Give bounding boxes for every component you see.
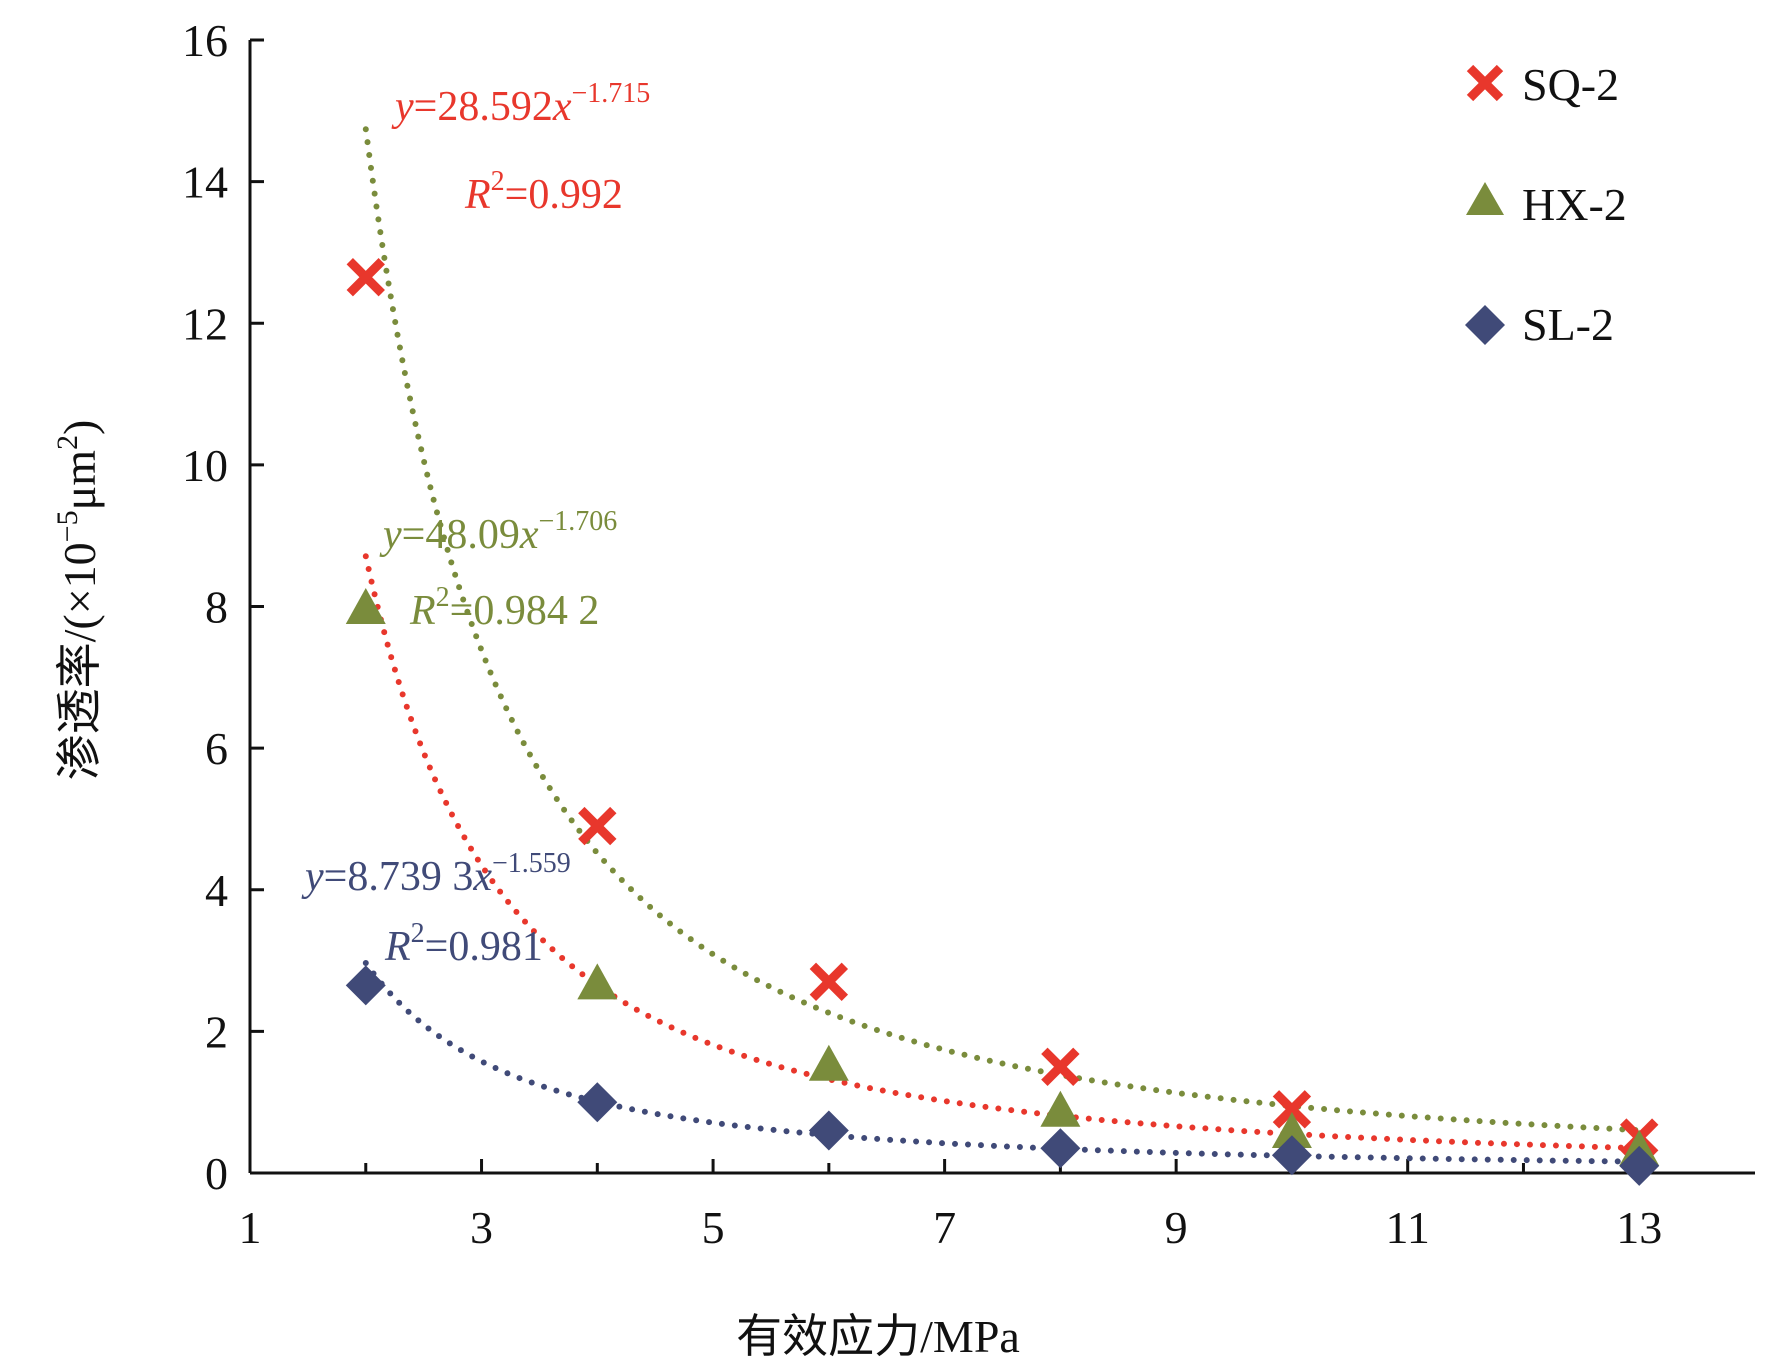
- y-tick-label: 8: [205, 582, 228, 633]
- svg-text:R2=0.984 2: R2=0.984 2: [409, 582, 599, 634]
- x-axis-title: 有效应力/MPa: [736, 1311, 1020, 1361]
- x-tick-label: 3: [470, 1202, 493, 1253]
- legend-item-sl2: SL-2: [1465, 299, 1614, 350]
- data-points: [345, 258, 1660, 1186]
- x-tick-label: 5: [702, 1202, 725, 1253]
- fit-curves: [362, 126, 1643, 1165]
- fit-curve-SQ-2: [362, 553, 1643, 1152]
- y-tick-label: 6: [205, 723, 228, 774]
- equation-hx2: y=48.09x−1.706 R2=0.984 2: [379, 506, 617, 634]
- x-tick-label: 1: [239, 1202, 262, 1253]
- legend-triangle-marker: [1466, 182, 1504, 215]
- point-SL-2: [808, 1110, 849, 1151]
- svg-text:y=28.592x−1.715: y=28.592x−1.715: [391, 78, 650, 130]
- point-SQ-2: [1041, 1047, 1080, 1086]
- x-tick-label: 13: [1616, 1202, 1662, 1253]
- x-stroke: [1041, 1047, 1080, 1086]
- y-axis-title: 渗透率/(×10−5μm2): [51, 420, 105, 781]
- x-tick-label: 7: [933, 1202, 956, 1253]
- y-tick-label: 4: [205, 865, 228, 916]
- point-SQ-2: [578, 806, 617, 846]
- legend-x-marker: [1466, 64, 1504, 102]
- point-HX-2: [1271, 1112, 1312, 1149]
- svg-text:y=8.739 3x−1.559: y=8.739 3x−1.559: [301, 848, 571, 900]
- y-tick-label: 10: [182, 440, 228, 491]
- svg-text:y=48.09x−1.706: y=48.09x−1.706: [379, 506, 617, 558]
- x-stroke: [809, 962, 849, 1001]
- x-stroke: [346, 258, 385, 297]
- equation-sl2: y=8.739 3x−1.559 R2=0.981: [301, 848, 571, 970]
- svg-text:R2=0.992: R2=0.992: [464, 166, 623, 218]
- point-SL-2: [345, 965, 386, 1006]
- point-HX-2: [808, 1044, 849, 1081]
- y-tick-label: 2: [205, 1006, 228, 1057]
- point-SQ-2: [809, 962, 849, 1001]
- y-tick-label: 16: [182, 15, 228, 66]
- y-tick-label: 14: [182, 157, 228, 208]
- legend-item-sq2: SQ-2: [1466, 59, 1619, 110]
- legend-diamond-marker: [1465, 305, 1505, 345]
- legend-label: SQ-2: [1522, 59, 1619, 110]
- point-SL-2: [1040, 1128, 1081, 1169]
- point-SQ-2: [1272, 1090, 1312, 1129]
- point-SL-2: [577, 1082, 618, 1123]
- point-HX-2: [345, 588, 386, 625]
- x-stroke: [1272, 1090, 1312, 1129]
- point-SQ-2: [346, 258, 385, 297]
- point-SL-2: [1271, 1135, 1312, 1176]
- x-stroke: [578, 806, 617, 846]
- point-SL-2: [1619, 1145, 1660, 1186]
- legend-item-hx2: HX-2: [1466, 179, 1627, 230]
- x-tick-label: 11: [1386, 1202, 1430, 1253]
- y-tick-label: 12: [182, 298, 228, 349]
- y-tick-label: 0: [205, 1148, 228, 1199]
- point-HX-2: [1040, 1090, 1081, 1127]
- legend: SQ-2 HX-2 SL-2: [1465, 59, 1627, 350]
- point-HX-2: [577, 963, 618, 1000]
- x-tick-label: 9: [1165, 1202, 1188, 1253]
- legend-label: HX-2: [1522, 179, 1627, 230]
- svg-text:R2=0.981: R2=0.981: [384, 918, 543, 970]
- equation-sq2: y=28.592x−1.715 R2=0.992: [391, 78, 650, 218]
- fit-curve-HX-2: [362, 126, 1643, 1134]
- legend-label: SL-2: [1522, 299, 1614, 350]
